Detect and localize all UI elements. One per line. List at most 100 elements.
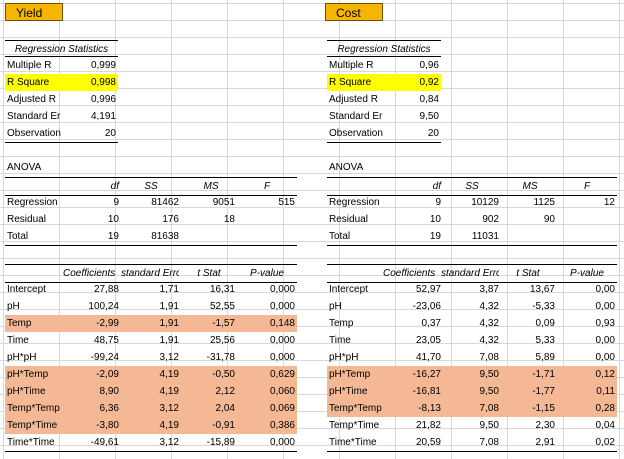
- table-row[interactable]: pH -23,06 4,32 -5,33 0,00: [327, 298, 617, 315]
- anova-cell: 19: [429, 231, 441, 242]
- table-row[interactable]: Regression 9 81462 9051 515: [5, 194, 297, 211]
- yield-regstats-row[interactable]: Standard Er 4,191: [5, 108, 118, 125]
- coef-cell: 52,97: [415, 284, 441, 295]
- table-row[interactable]: Residual 10 902 90: [327, 211, 617, 228]
- table-row[interactable]: Intercept 52,97 3,87 13,67 0,00: [327, 281, 617, 298]
- coef-cell: 0,000: [269, 437, 295, 448]
- coef-cell: 52,55: [209, 301, 235, 312]
- table-row[interactable]: Temp*Temp 6,36 3,12 2,04 0,069: [5, 400, 297, 417]
- cost-title-cell[interactable]: Cost: [325, 3, 383, 21]
- coef-cell: 21,82: [415, 420, 441, 431]
- table-row[interactable]: Intercept 27,88 1,71 16,31 0,000: [5, 281, 297, 298]
- anova-row-label: Total: [7, 231, 29, 242]
- table-row[interactable]: Time*Time -49,61 3,12 -15,89 0,000: [5, 434, 297, 452]
- table-row[interactable]: Time 48,75 1,91 25,56 0,000: [5, 332, 297, 349]
- coef-cell: 5,33: [535, 335, 555, 346]
- table-row[interactable]: Temp -2,99 1,91 -1,57 0,148: [5, 315, 297, 332]
- coef-row-label: pH*pH: [7, 352, 37, 363]
- yield-regstats-label: Adjusted R: [7, 94, 56, 105]
- coef-row-label: Time*Time: [329, 437, 377, 448]
- coef-row-label: pH*Time: [7, 386, 46, 397]
- coef-cell: 1,91: [159, 301, 179, 312]
- yield-regstats-value: 0,996: [90, 94, 116, 105]
- coef-cell: 20,59: [415, 437, 441, 448]
- table-row[interactable]: Temp*Temp -8,13 7,08 -1,15 0,28: [327, 400, 617, 417]
- coef-row-label: Intercept: [329, 284, 368, 295]
- cost-anova-header-row: df SS MS F: [327, 177, 617, 196]
- coef-cell: 2,91: [535, 437, 555, 448]
- coef-cell: 1,91: [159, 318, 179, 329]
- table-row[interactable]: pH*Time 8,90 4,19 2,12 0,060: [5, 383, 297, 400]
- yield-title-cell[interactable]: Yield: [5, 3, 63, 21]
- cost-regstats-label: R Square: [329, 77, 372, 88]
- table-row[interactable]: Total 19 11031: [327, 228, 617, 246]
- coef-row-label: pH*Temp: [7, 369, 49, 380]
- coef-cell: 0,000: [269, 284, 295, 295]
- cost-regstats-row[interactable]: Adjusted R 0,84: [327, 91, 441, 108]
- yield-regstats-value: 0,999: [90, 60, 116, 71]
- coef-cell: -1,57: [212, 318, 235, 329]
- coef-cell: 9,50: [479, 386, 499, 397]
- coef-cell: 2,12: [215, 386, 235, 397]
- anova-cell: 11031: [471, 231, 499, 242]
- coef-row-label: Time: [329, 335, 351, 346]
- yield-regstats-label: Observation: [7, 128, 61, 139]
- table-row[interactable]: Regression 9 10129 1125 12: [327, 194, 617, 211]
- coef-cell: 25,56: [209, 335, 235, 346]
- coef-cell: -3,80: [96, 420, 119, 431]
- yield-regstats-row[interactable]: Multiple R 0,999: [5, 57, 118, 74]
- anova-cell: 81638: [151, 231, 179, 242]
- table-row[interactable]: Residual 10 176 18: [5, 211, 297, 228]
- anova-cell: 515: [278, 197, 295, 208]
- yield-regstats-row[interactable]: Adjusted R 0,996: [5, 91, 118, 108]
- coef-cell: 16,31: [209, 284, 235, 295]
- coef-cell: 0,37: [421, 318, 441, 329]
- anova-cell: 12: [603, 197, 615, 208]
- anova-col-ss: SS: [144, 181, 158, 192]
- coef-cell: 3,87: [479, 284, 499, 295]
- coef-cell: 4,32: [479, 318, 499, 329]
- coef-cell: -1,71: [532, 369, 555, 380]
- yield-regstats-row-rsquare[interactable]: R Square 0,998: [5, 74, 118, 91]
- coef-cell: 0,93: [595, 318, 615, 329]
- table-row[interactable]: Temp 0,37 4,32 0,09 0,93: [327, 315, 617, 332]
- cost-regstats-row[interactable]: Observation 20: [327, 125, 441, 143]
- coef-row-label: Time*Time: [7, 437, 55, 448]
- anova-cell: 902: [482, 214, 499, 225]
- yield-regstats-label: R Square: [7, 77, 50, 88]
- table-row[interactable]: pH*pH -99,24 3,12 -31,78 0,000: [5, 349, 297, 366]
- coef-cell: -5,33: [532, 301, 555, 312]
- coef-row-label: pH: [329, 301, 342, 312]
- table-row[interactable]: Total 19 81638: [5, 228, 297, 246]
- coef-cell: 0,00: [595, 301, 615, 312]
- coef-cell: 0,09: [535, 318, 555, 329]
- coef-cell: 4,19: [159, 369, 179, 380]
- yield-regstats-row[interactable]: Observation 20: [5, 125, 118, 143]
- table-row[interactable]: pH*Temp -16,27 9,50 -1,71 0,12: [327, 366, 617, 383]
- table-row[interactable]: pH 100,24 1,91 52,55 0,000: [5, 298, 297, 315]
- cost-regstats-value: 20: [427, 128, 439, 139]
- coef-cell: 3,12: [159, 352, 179, 363]
- cost-regstats-value: 9,50: [419, 111, 439, 122]
- anova-row-label: Residual: [7, 214, 46, 225]
- cost-regstats-row[interactable]: Standard Er 9,50: [327, 108, 441, 125]
- coef-cell: -23,06: [412, 301, 441, 312]
- yield-regstats-value: 0,998: [90, 77, 116, 88]
- table-row[interactable]: Temp*Time -3,80 4,19 -0,91 0,386: [5, 417, 297, 434]
- table-row[interactable]: Time*Time 20,59 7,08 2,91 0,02: [327, 434, 617, 452]
- table-row[interactable]: Time 23,05 4,32 5,33 0,00: [327, 332, 617, 349]
- cost-regstats-value: 0,84: [419, 94, 439, 105]
- anova-cell: 9: [113, 197, 119, 208]
- coef-cell: 4,32: [479, 335, 499, 346]
- table-row[interactable]: pH*Time -16,81 9,50 -1,77 0,11: [327, 383, 617, 400]
- coef-cell: 7,08: [479, 437, 499, 448]
- table-row[interactable]: Temp*Time 21,82 9,50 2,30 0,04: [327, 417, 617, 434]
- coef-cell: 5,89: [535, 352, 555, 363]
- cost-regstats-row[interactable]: Multiple R 0,96: [327, 57, 441, 74]
- coef-row-label: Time: [7, 335, 29, 346]
- table-row[interactable]: pH*Temp -2,09 4,19 -0,50 0,629: [5, 366, 297, 383]
- cost-regstats-row-rsquare[interactable]: R Square 0,92: [327, 74, 441, 91]
- table-row[interactable]: pH*pH 41,70 7,08 5,89 0,00: [327, 349, 617, 366]
- coef-col-tstat: t Stat: [197, 268, 221, 279]
- coef-row-label: Temp*Time: [329, 420, 380, 431]
